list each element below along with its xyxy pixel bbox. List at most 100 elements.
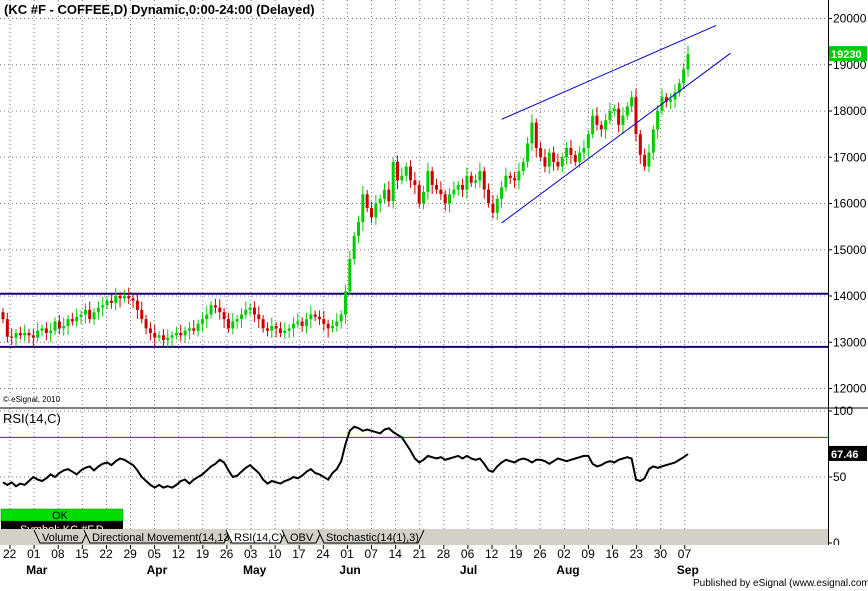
candle-body (500, 187, 504, 199)
candle-body (370, 208, 374, 218)
rsi-panel: RSI(14,C) (0, 410, 828, 544)
candle-body (344, 291, 347, 315)
status-area: OK Symbol: KC #F,D (0, 508, 124, 529)
x-day-label: 07 (678, 547, 692, 561)
candle-body (49, 330, 53, 333)
indicator-tab[interactable]: OBV (281, 529, 323, 544)
candle-body (326, 323, 330, 329)
candle-body (491, 203, 495, 213)
candle-body (608, 111, 612, 121)
tab-label: RSI(14,C) (234, 532, 283, 544)
last-rsi-value: 67.46 (831, 449, 859, 461)
x-axis-ticks: 22 01 08 15 22 29 05 12 19 26 03 10 17 24 01 07 14 21 28 06… (3, 545, 699, 577)
candle-body (478, 171, 482, 181)
candle-body (75, 316, 79, 322)
candle-body (239, 314, 243, 320)
price-tick-label: 14000 (833, 289, 867, 303)
candle-body (487, 189, 491, 204)
price-tick-label: 20000 (833, 12, 867, 26)
candle-body (517, 171, 521, 181)
candle-body (36, 330, 40, 338)
candle-body (70, 319, 74, 322)
candle-body (231, 321, 235, 329)
x-month-label: Jun (339, 563, 360, 577)
candle-body (352, 235, 356, 259)
x-day-label: 19 (196, 547, 210, 561)
x-day-label: 22 (99, 547, 113, 561)
candle-body (456, 185, 460, 190)
candle-body (62, 326, 66, 329)
candle-body (278, 328, 282, 333)
watermark: © eSignal, 2010 (3, 395, 61, 404)
x-day-label: 29 (124, 547, 138, 561)
symbol-box (1, 521, 123, 529)
candle-body (114, 296, 118, 303)
x-day-label: 16 (606, 547, 620, 561)
x-month-label: Mar (26, 563, 48, 577)
candle-body (630, 97, 634, 107)
candle-body (647, 152, 651, 167)
x-day-label: 03 (244, 547, 258, 561)
candle-body (365, 194, 369, 209)
candle-body (569, 148, 573, 155)
x-month-label: Aug (556, 563, 579, 577)
candle-body (534, 122, 538, 148)
candle-body (422, 191, 426, 204)
candle-body (547, 152, 551, 167)
candle-body (96, 307, 100, 313)
candle-body (435, 185, 439, 190)
rsi-line (2, 425, 689, 489)
candle-body (495, 198, 499, 213)
candle-body (109, 300, 113, 303)
indicator-tab[interactable]: Stochastic(14(1),3) (317, 529, 425, 544)
candle-body (599, 124, 603, 130)
x-day-label: 23 (630, 547, 644, 561)
candle-body (586, 134, 590, 148)
candle-body (612, 108, 616, 111)
last-price-box (829, 46, 867, 62)
last-rsi-box (829, 445, 867, 461)
candle-body (131, 298, 135, 301)
candle-body (105, 300, 109, 306)
tab-shape (317, 529, 425, 544)
x-month-label: Apr (147, 563, 168, 577)
candle-body (513, 178, 517, 181)
x-day-label: 12 (172, 547, 186, 561)
tab-label: Volume (42, 532, 79, 544)
candle-body (300, 321, 304, 327)
candle-body (213, 305, 217, 308)
candle-body (521, 161, 525, 172)
indicator-tab[interactable]: Directional Movement(14,13) (83, 529, 233, 544)
candle-body (1, 312, 5, 320)
candle-body (153, 333, 157, 338)
candle-body (443, 194, 447, 204)
indicator-tab[interactable]: Volume (33, 529, 89, 544)
candle-body (40, 328, 44, 331)
x-day-label: 01 (340, 547, 354, 561)
candle-body (404, 166, 408, 176)
candle-body (682, 69, 686, 84)
x-day-label: 14 (389, 547, 403, 561)
x-day-label: 15 (75, 547, 89, 561)
candle-body (651, 129, 655, 153)
indicator-tab[interactable]: RSI(14,C) (225, 529, 287, 544)
x-month-label: Jul (460, 563, 477, 577)
price-tick-label: 19000 (833, 58, 867, 72)
candle-body (387, 189, 391, 202)
tab-shape (83, 529, 231, 544)
candle-body (313, 314, 317, 317)
candle-body (617, 108, 621, 125)
tab-shape (33, 529, 89, 544)
trendlines (501, 24, 731, 224)
x-day-label: 26 (220, 547, 234, 561)
candle-body (235, 319, 239, 322)
candle-body (604, 120, 608, 130)
price-tick-label: 16000 (833, 197, 867, 211)
candle-body (140, 309, 144, 320)
candle-body (426, 171, 430, 192)
candle-body (378, 198, 382, 204)
tab-shape (281, 529, 323, 544)
x-day-label: 12 (485, 547, 499, 561)
candle-body (673, 92, 677, 100)
candle-body (391, 161, 395, 202)
